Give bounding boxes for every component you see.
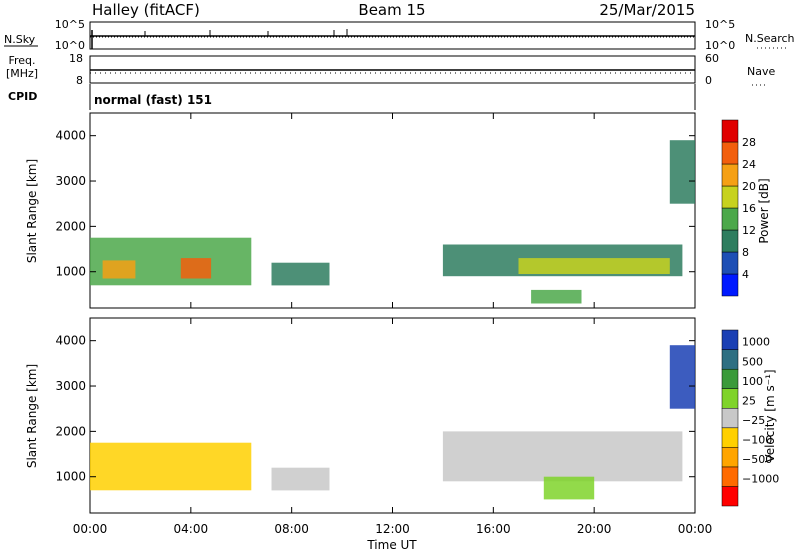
nsky-tick-bottom: 10^0 [55,39,85,52]
heatmap-cell [90,442,252,491]
colorbar-tick-label: 12 [742,224,756,237]
power-colorbar-label: Power [dB] [757,178,771,243]
heatmap-cell [543,476,595,500]
x-tick-label: 00:00 [73,522,108,536]
colorbar-tick-label: 8 [742,246,749,259]
x-tick-label: 12:00 [375,522,410,536]
colorbar-segment [721,329,739,350]
heatmap-cell [531,289,582,304]
x-tick-label: 20:00 [577,522,612,536]
colorbar-segment [721,229,739,253]
nave-tick-bottom: 0 [705,74,712,87]
velocity-x-ticks [89,318,696,513]
colorbar-tick-label: −500 [742,453,772,466]
colorbar-segment [721,251,739,275]
power-panel: 1000 2000 3000 4000 Slant Range [km] 4 8 12 16… [25,112,771,309]
colorbar-segment [721,466,739,487]
y-tick-label: 1000 [55,470,86,484]
colorbar-segment [721,273,739,297]
colorbar-segment [721,427,739,448]
cpid-label: CPID [8,90,37,103]
velocity-y-axis-label: Slant Range [km] [25,364,39,468]
freq-label-line2: [MHz] [6,67,38,80]
colorbar-tick-label: 24 [742,158,756,171]
velocity-colorbar: 1000 500 100 25 −25 −100 −500 −1000 [721,329,779,507]
power-heatmap-marks [90,140,695,304]
velocity-panel: 1000 2000 3000 4000 Slant Range [km] 1000 50… [25,317,779,514]
nsearch-tick-top: 10^5 [705,18,735,31]
cpid-panel: CPID normal (fast) 151 [8,84,696,110]
colorbar-tick-label: 16 [742,202,756,215]
y-tick-label: 2000 [55,219,86,233]
y-tick-label: 3000 [55,174,86,188]
heatmap-cell [271,262,330,286]
nave-label: Nave [747,65,775,78]
power-y-axis-label: Slant Range [km] [25,159,39,263]
colorbar-segment [721,447,739,468]
power-colorbar: 4 8 12 16 20 24 28 [721,119,756,297]
cpid-mode-text: normal (fast) 151 [94,93,212,107]
colorbar-segment [721,141,739,165]
freq-tick-top: 18 [69,52,83,65]
x-tick-label: 04:00 [174,522,209,536]
heatmap-cell [102,260,136,279]
heatmap-cell [442,431,683,482]
colorbar-segment [721,119,739,143]
heatmap-cell [669,140,695,204]
colorbar-tick-label: 20 [742,180,756,193]
colorbar-segment [721,163,739,187]
x-tick-labels: 00:00 04:00 08:00 12:00 16:00 20:00 00:00 [73,522,713,536]
date-title: 25/Mar/2015 [599,1,695,19]
y-tick-label: 4000 [55,129,86,143]
beam-title: Beam 15 [358,1,425,19]
x-tick-label: 08:00 [274,522,309,536]
colorbar-tick-label: −100 [742,434,772,447]
nsearch-tick-bottom: 10^0 [705,39,735,52]
y-tick-label: 1000 [55,265,86,279]
freq-tick-bottom: 8 [76,74,83,87]
y-tick-label: 3000 [55,379,86,393]
y-tick-label: 4000 [55,334,86,348]
colorbar-segment [721,349,739,370]
colorbar-tick-label: 500 [742,355,763,368]
freq-label-line1: Freq. [8,54,35,67]
heatmap-cell [669,345,695,409]
heatmap-cell [180,258,212,279]
colorbar-tick-label: −1000 [742,473,779,486]
heatmap-cell [271,467,330,491]
nsky-tick-top: 10^5 [55,18,85,31]
colorbar-tick-label: 28 [742,136,756,149]
colorbar-segment [721,185,739,209]
colorbar-segment [721,407,739,429]
colorbar-tick-label: −25 [742,414,765,427]
x-tick-label: 00:00 [678,522,713,536]
colorbar-segment [721,207,739,231]
colorbar-segment [721,368,739,389]
colorbar-segment [721,486,739,507]
colorbar-tick-label: 25 [742,394,756,407]
freq-panel: Freq. [MHz] 18 8 60 0 Nave [6,52,776,87]
nsearch-label: N.Search [745,32,795,45]
y-tick-label: 2000 [55,424,86,438]
nsky-panel: N.Sky 10^5 10^0 10^5 10^0 N.Search [4,18,795,52]
colorbar-tick-label: 4 [742,268,749,281]
x-axis-label: Time UT [366,538,417,552]
velocity-heatmap-marks [90,345,695,500]
colorbar-segment [721,388,739,409]
radar-title: Halley (fitACF) [92,1,200,19]
heatmap-cell [518,258,670,274]
power-y-ticks: 1000 2000 3000 4000 [55,129,695,279]
velocity-colorbar-label: Velocity [m s⁻¹] [763,369,777,462]
x-tick-label: 16:00 [476,522,511,536]
velocity-y-ticks: 1000 2000 3000 4000 [55,334,695,484]
colorbar-tick-label: 100 [742,375,763,388]
power-x-ticks [89,113,696,308]
nsky-label: N.Sky [4,33,36,46]
nave-tick-top: 60 [705,52,719,65]
colorbar-tick-label: 1000 [742,336,770,349]
